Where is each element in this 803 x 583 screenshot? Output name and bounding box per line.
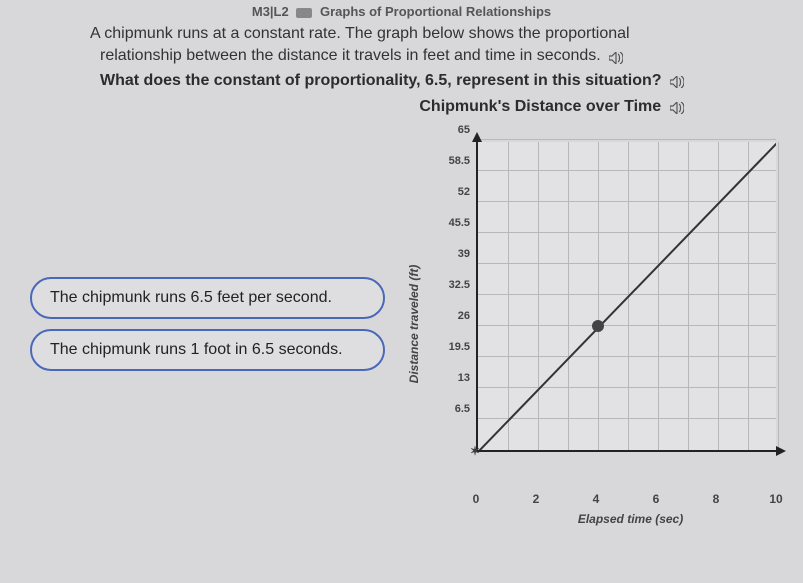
grid-line-v [628, 142, 629, 450]
grid-line-h [478, 294, 776, 295]
y-tick-label: 45.5 [449, 217, 470, 229]
speaker-icon[interactable] [670, 75, 684, 87]
y-tick-label: 26 [458, 310, 470, 322]
lesson-code: M3|L2 [252, 4, 289, 19]
y-tick-label: 19.5 [449, 341, 470, 353]
grid-line-h [478, 387, 776, 388]
y-tick-label: 32.5 [449, 279, 470, 291]
option-1[interactable]: The chipmunk runs 6.5 feet per second. [30, 277, 385, 319]
passage-line2: relationship between the distance it tra… [100, 47, 601, 64]
link-icon [296, 8, 312, 18]
grid-line-v [688, 142, 689, 450]
grid-line-v [718, 142, 719, 450]
grid-line-h [478, 232, 776, 233]
x-tick-label: 10 [769, 492, 782, 506]
grid-line-v [508, 142, 509, 450]
speaker-icon[interactable] [670, 101, 684, 113]
grid-line-v [538, 142, 539, 450]
y-tick-label: 58.5 [449, 155, 470, 167]
y-arrow-icon [472, 132, 482, 142]
y-tick-label: 39 [458, 248, 470, 260]
data-line [478, 142, 776, 450]
grid-line-h [478, 418, 776, 419]
grid-line-h [478, 201, 776, 202]
passage-line1: A chipmunk runs at a constant rate. The … [90, 23, 733, 45]
y-tick-label: 65 [458, 124, 470, 136]
grid-line-h [478, 325, 776, 326]
x-ticks: 0246810 [476, 492, 776, 506]
answer-options: The chipmunk runs 6.5 feet per second. T… [20, 267, 420, 381]
y-tick-label: 6.5 [455, 403, 470, 415]
y-tick-label: 52 [458, 186, 470, 198]
grid-line-v [658, 142, 659, 450]
grid-line-h [478, 356, 776, 357]
grid-line-h [478, 263, 776, 264]
y-tick-label: 13 [458, 372, 470, 384]
grid-line-v [778, 142, 779, 450]
question-text: What does the constant of proportionalit… [0, 66, 803, 90]
grid-line-h [478, 170, 776, 171]
chart: Distance traveled (ft) 6.51319.52632.539… [420, 124, 783, 524]
passage: A chipmunk runs at a constant rate. The … [0, 21, 803, 66]
x-tick-label: 0 [473, 492, 480, 506]
grid-line-v [598, 142, 599, 450]
data-point [592, 320, 604, 332]
option-2[interactable]: The chipmunk runs 1 foot in 6.5 seconds. [30, 329, 385, 371]
x-arrow-icon [776, 446, 786, 456]
origin-marker: ✶ [470, 444, 480, 458]
chart-title: Chipmunk's Distance over Time [419, 98, 661, 115]
plot-area: ✶ [476, 142, 776, 452]
y-ticks: 6.51319.52632.53945.55258.565 [428, 142, 470, 452]
x-tick-label: 6 [653, 492, 660, 506]
x-tick-label: 4 [593, 492, 600, 506]
header-title: Graphs of Proportional Relationships [320, 4, 551, 19]
x-axis-label: Elapsed time (sec) [578, 512, 683, 526]
chart-title-row: Chipmunk's Distance over Time [0, 90, 803, 118]
grid-line-v [568, 142, 569, 450]
y-axis-label: Distance traveled (ft) [407, 265, 421, 384]
x-tick-label: 2 [533, 492, 540, 506]
question-label: What does the constant of proportionalit… [100, 72, 662, 89]
grid-line-h [478, 139, 776, 140]
grid-line-v [748, 142, 749, 450]
speaker-icon[interactable] [609, 49, 623, 61]
x-tick-label: 8 [713, 492, 720, 506]
lesson-header: M3|L2 Graphs of Proportional Relationshi… [0, 0, 803, 21]
